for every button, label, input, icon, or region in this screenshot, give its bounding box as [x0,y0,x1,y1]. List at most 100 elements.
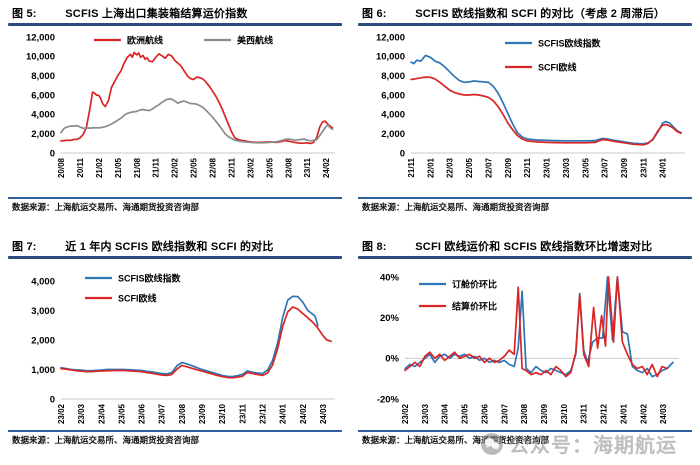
figure-7-label: 图 7: [12,241,37,253]
legend-label: SCFIS欧线指数 [538,38,602,49]
x-tick-label: 23/05 [265,157,274,178]
x-tick-label: 23/05 [117,403,126,424]
figure-5-label: 图 5: [12,8,37,20]
x-tick-label: 21/11 [152,157,161,177]
x-tick-label: 24/03 [659,403,668,424]
figure-7-panel: 图 7: 近 1 年内 SCFIS 欧线指数和 SCFI 的对比 0 1,000 2… [0,233,350,465]
x-tick-label: 24/02 [322,157,331,178]
x-tick-label: 23/12 [600,403,609,424]
x-tick-label: 23/12 [258,403,267,424]
y-tick-label: 40% [380,272,400,283]
y-tick-label: 8,000 [31,71,55,82]
series-line-结算价环比 [404,276,668,378]
figure-5-title-row: 图 5: SCFIS 上海出口集装箱结算运价指数 [0,0,350,21]
y-tick-label: 2,000 [31,129,55,140]
x-tick-label: 21/11 [407,157,416,177]
legend-label: SCFI欧线 [538,62,577,73]
legend-label: SCFIS欧线指数 [118,273,182,284]
x-tick-label: 23/11 [238,403,247,423]
source-divider-rule [8,430,342,432]
x-tick-label: 24/01 [279,403,288,424]
x-tick-label: 23/07 [500,403,509,424]
x-tick-label: 22/07 [484,157,493,178]
y-tick-label: 8,000 [381,71,405,82]
x-tick-label: 22/02 [171,157,180,178]
series-line-订舱价环比 [404,276,674,378]
x-tick-label: 23/03 [562,157,571,178]
x-tick-label: 24/02 [639,403,648,424]
figure-7-title-row: 图 7: 近 1 年内 SCFIS 欧线指数和 SCFI 的对比 [0,233,350,254]
x-tick-label: 21/08 [133,157,142,178]
y-tick-label: 12,000 [26,32,55,43]
y-tick-label: 1,000 [31,365,55,376]
series-line-SCFI欧线 [410,76,682,146]
legend-label: 订舱价环比 [452,279,497,290]
y-tick-label: 0 [50,394,55,405]
title-divider-rule [8,23,342,26]
x-tick-label: 23/09 [198,403,207,424]
x-tick-label: 23/09 [540,403,549,424]
x-tick-label: 24/03 [319,403,328,424]
x-tick-label: 23/03 [421,403,430,424]
figure-5-chart: 0 2,000 4,000 6,000 8,000 10,000 12,000 20/08 20… [26,32,335,178]
title-divider-rule [8,256,342,259]
figure-6-title: SCFIS 欧线指数和 SCFI 的对比（考虑 2 周滞后） [415,8,666,20]
source-divider-rule [358,197,692,199]
x-tick-label: 22/08 [209,157,218,178]
x-tick-label: 22/11 [523,157,532,177]
x-tick-label: 24/01 [659,157,668,178]
series-line-SCFIS欧线指数 [60,295,319,378]
x-tick-label: 20/11 [76,157,85,177]
x-tick-label: 23/04 [97,403,106,424]
series-line-美西航线 [60,98,334,144]
x-tick-label: 23/11 [303,157,312,177]
x-tick-label: 23/05 [581,157,590,178]
y-tick-label: 6,000 [31,90,55,101]
x-tick-label: 23/10 [560,403,569,424]
figure-7-chart: 0 1,000 2,000 3,000 4,000 23/02 23/03 23/04 23/0… [31,273,335,424]
figure-8-chart: -20% 0% 20% 40% 23/02 23/03 23/04 23/05 23/06 23/… [377,272,679,424]
x-tick-label: 23/06 [480,403,489,424]
x-tick-label: 22/05 [190,157,199,178]
figure-7-title: 近 1 年内 SCFIS 欧线指数和 SCFI 的对比 [65,241,274,253]
figure-5-title: SCFIS 上海出口集装箱结算运价指数 [65,8,248,20]
figure-6-source: 数据来源：上海航运交易所、海通期货投资咨询部 [362,202,550,212]
x-tick-label: 23/07 [601,157,610,178]
x-tick-label: 23/05 [461,403,470,424]
x-tick-label: 23/06 [138,403,147,424]
x-tick-label: 23/08 [284,157,293,178]
x-tick-label: 23/04 [441,403,450,424]
y-tick-label: 10,000 [26,52,55,63]
figure-8-panel: 图 8: SCFI 欧线运价和 SCFIS 欧线指数环比增速对比 -20% 0% 2… [350,233,700,465]
figure-6-panel: 图 6: SCFIS 欧线指数和 SCFI 的对比（考虑 2 周滞后） 0 2,0… [350,0,700,232]
y-tick-label: 6,000 [381,90,405,101]
x-tick-label: 22/01 [426,157,435,178]
y-tick-label: 20% [380,313,400,324]
y-tick-label: 2,000 [381,129,405,140]
x-tick-label: 22/03 [446,157,455,178]
source-divider-rule [358,430,692,432]
y-tick-label: -20% [377,394,400,405]
legend-label: 欧洲航线 [127,35,163,46]
figure-6-chart: 0 2,000 4,000 6,000 8,000 10,000 12,000 21/11 22… [376,32,685,178]
legend-label: 美西航线 [237,35,273,46]
legend-label: SCFI欧线 [118,293,157,304]
figure-6-title-row: 图 6: SCFIS 欧线指数和 SCFI 的对比（考虑 2 周滞后） [350,0,700,21]
y-tick-label: 4,000 [31,110,55,121]
x-tick-label: 22/09 [504,157,513,178]
source-divider-rule [8,197,342,199]
y-tick-label: 12,000 [376,32,405,43]
x-tick-label: 24/02 [299,403,308,424]
x-tick-label: 23/01 [543,157,552,178]
figure-8-source: 数据来源：上海航运交易所、海通期货投资咨询部 [362,435,550,445]
x-tick-label: 23/11 [580,403,589,423]
x-tick-label: 21/05 [114,157,123,178]
x-tick-label: 23/02 [57,403,66,424]
figure-5-panel: 图 5: SCFIS 上海出口集装箱结算运价指数 0 2,000 4,000 6,00… [0,0,350,232]
x-tick-label: 23/07 [158,403,167,424]
figure-8-label: 图 8: [362,241,387,253]
x-tick-label: 22/11 [227,157,236,177]
x-tick-label: 23/10 [218,403,227,424]
y-tick-label: 10,000 [376,52,405,63]
